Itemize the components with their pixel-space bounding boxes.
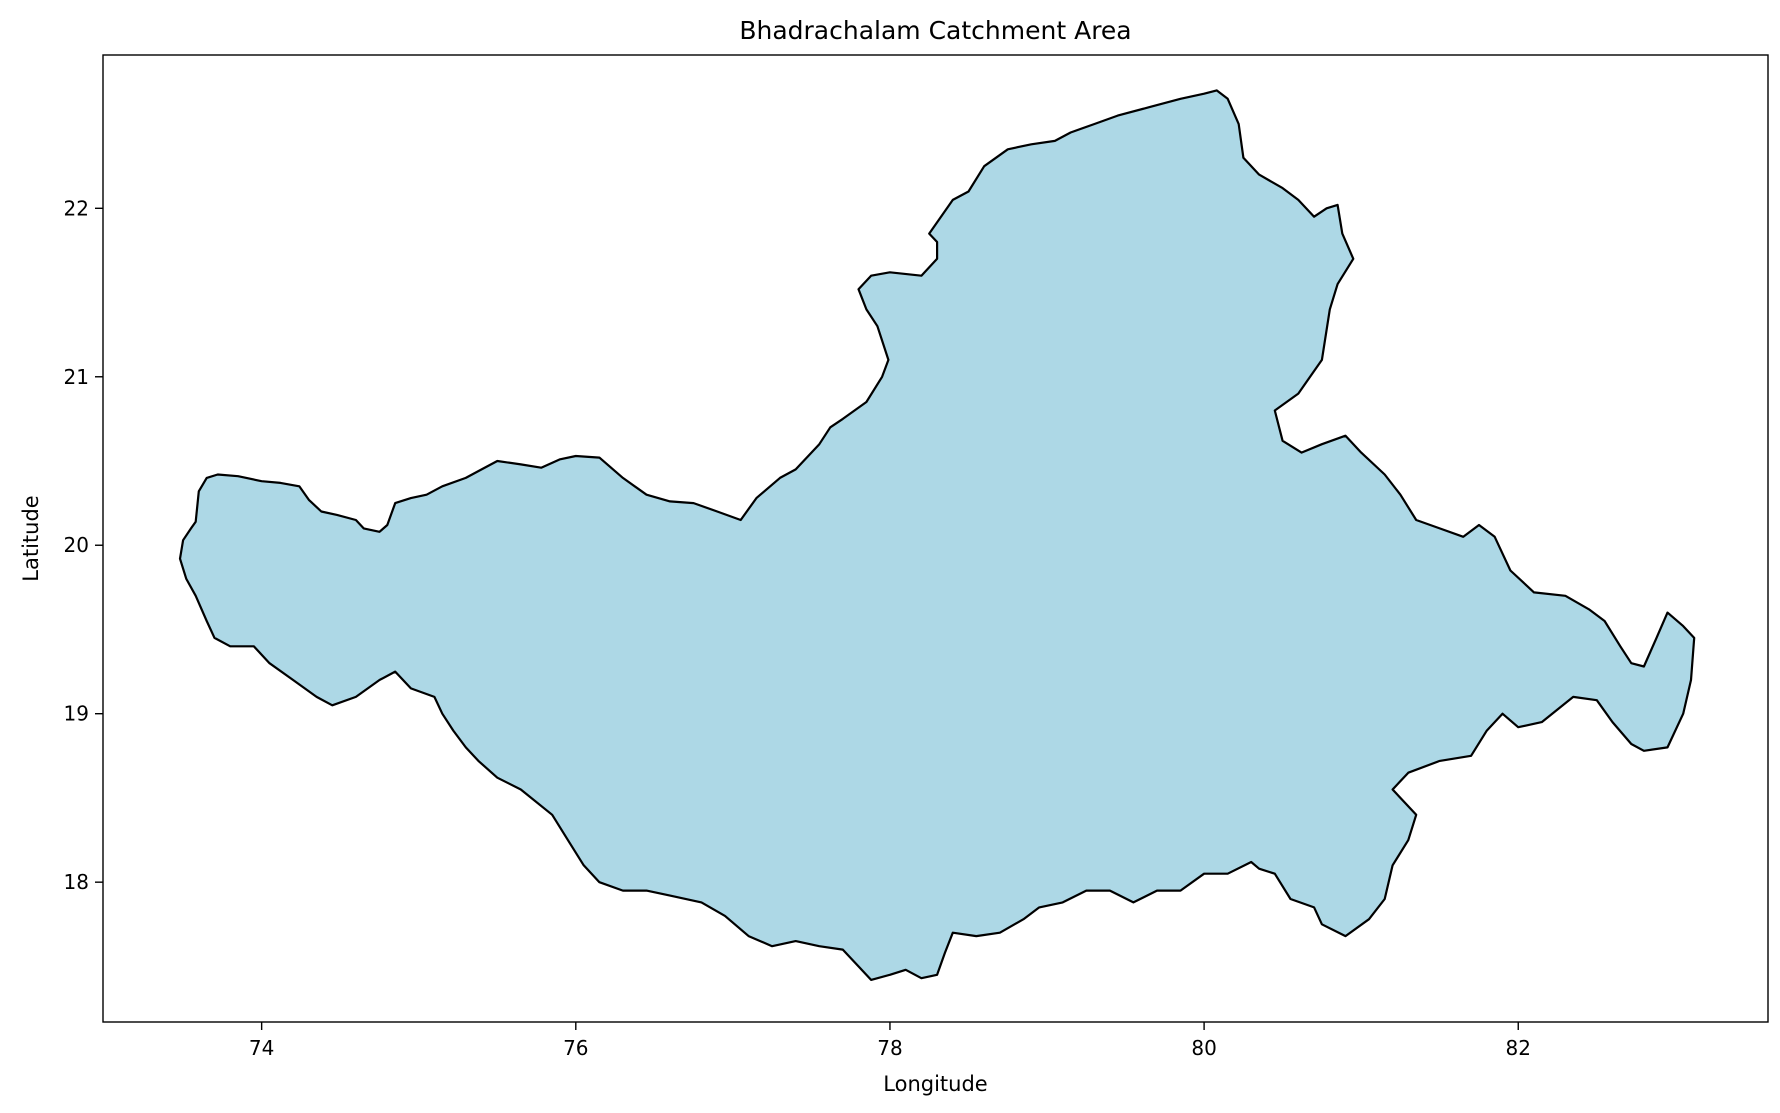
- x-axis-label: Longitude: [883, 1072, 987, 1096]
- y-axis-label: Latitude: [19, 495, 43, 581]
- x-tick-label: 82: [1506, 1036, 1531, 1060]
- y-axis-ticks: 18 19 20 21 22: [64, 196, 103, 894]
- plot-frame: [102, 54, 1769, 1023]
- catchment-boundary-polygon: [178, 89, 1696, 982]
- y-tick-label: 18: [64, 870, 89, 894]
- y-tick-label: 20: [64, 533, 89, 557]
- x-tick-label: 76: [563, 1036, 588, 1060]
- x-axis-ticks: 74 76 78 80 82: [249, 1022, 1531, 1060]
- y-tick-label: 22: [64, 196, 89, 220]
- x-tick-label: 74: [249, 1036, 274, 1060]
- x-tick-label: 78: [877, 1036, 902, 1060]
- plot-area: [102, 54, 1769, 1023]
- x-tick-label: 80: [1191, 1036, 1216, 1060]
- chart-title: Bhadrachalam Catchment Area: [739, 16, 1131, 45]
- y-tick-label: 19: [64, 702, 89, 726]
- y-tick-label: 21: [64, 365, 89, 389]
